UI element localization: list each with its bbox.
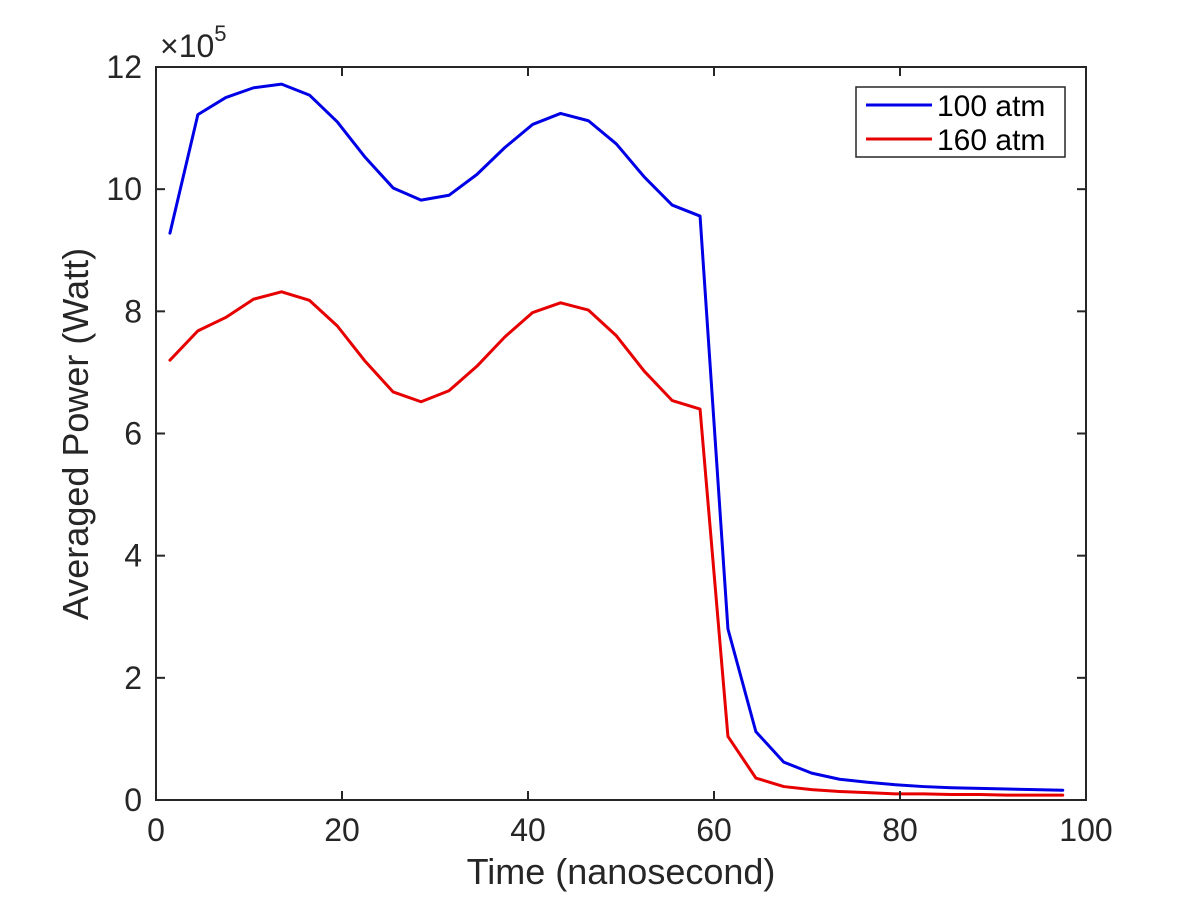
legend-box xyxy=(855,86,1066,158)
y-tick-label: 6 xyxy=(124,416,142,452)
legend-label: 160 atm xyxy=(937,124,1045,157)
y-tick-label: 2 xyxy=(124,660,142,696)
y-axis-multiplier: ×105 xyxy=(160,21,227,64)
x-tick-label: 40 xyxy=(510,812,546,848)
y-tick-label: 8 xyxy=(124,293,142,329)
y-tick-label: 4 xyxy=(124,538,142,574)
x-axis-title: Time (nanosecond) xyxy=(467,851,776,892)
x-tick-label: 80 xyxy=(882,812,918,848)
x-tick-label: 0 xyxy=(147,812,165,848)
y-tick-label: 0 xyxy=(124,782,142,818)
series-layer xyxy=(168,82,1065,797)
y-axis-multiplier-base: ×10 xyxy=(160,28,214,64)
y-axis-title: Averaged Power (Watt) xyxy=(55,248,96,620)
x-tick-label: 60 xyxy=(696,812,732,848)
x-tick-label: 20 xyxy=(324,812,360,848)
legend-label: 100 atm xyxy=(937,90,1045,123)
plot-area-background xyxy=(156,67,1086,800)
x-tick-label: 100 xyxy=(1059,812,1112,848)
tick-layer: 0 20 40 60 80 100 0 2 4 6 8 10 12 xyxy=(106,49,1112,848)
y-axis-multiplier-exponent: 5 xyxy=(214,21,226,46)
y-tick-label: 10 xyxy=(106,171,142,207)
plot-area-frame xyxy=(155,66,1087,801)
y-tick-label: 12 xyxy=(106,49,142,85)
